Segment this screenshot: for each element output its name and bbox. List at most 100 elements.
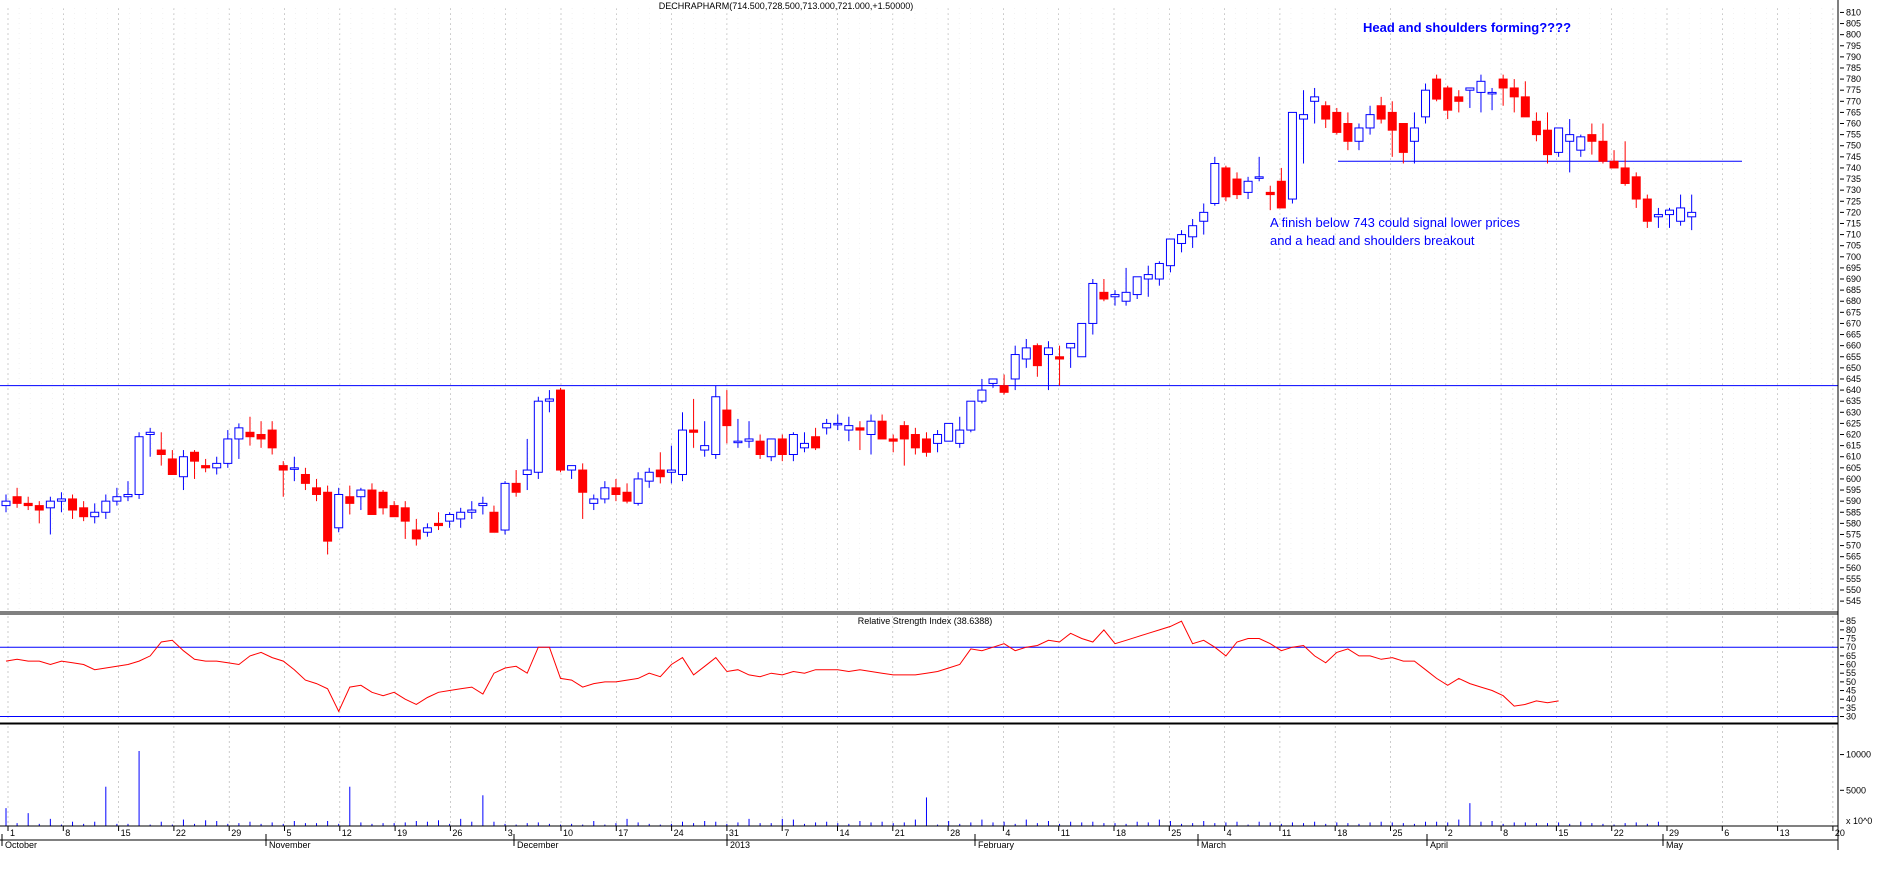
candle-body (755, 440, 765, 456)
volume-y-axis: 5000 10000 x 10^0 (1840, 750, 1872, 826)
candle-body (1676, 207, 1686, 222)
candle (1010, 345, 1020, 391)
candle (1221, 165, 1231, 202)
x-tick-label: 11 (1061, 828, 1070, 838)
rsi-horizontal-levels (0, 646, 1838, 718)
candle (655, 452, 665, 484)
candle-body (256, 434, 266, 440)
candle (1066, 342, 1076, 368)
candle-body (23, 502, 33, 507)
candle (766, 438, 776, 462)
rsi-y-tick-label: 75 (1846, 634, 1856, 644)
candle-body (1531, 120, 1541, 136)
candle (578, 463, 588, 519)
candle-body (79, 507, 89, 518)
candle (1498, 74, 1508, 106)
candle (1487, 87, 1497, 111)
x-tick-label: 15 (121, 828, 131, 838)
candle (190, 450, 200, 479)
candle-body (1121, 291, 1131, 302)
rsi-y-tick-label: 55 (1846, 668, 1856, 678)
candle (644, 467, 654, 488)
candle-body (1620, 167, 1630, 184)
candle-body (267, 429, 277, 449)
month-label: March (1201, 840, 1226, 850)
candle-body (1476, 80, 1486, 93)
rsi-y-tick-label: 30 (1846, 712, 1856, 722)
candle-body (777, 438, 787, 456)
candle (888, 434, 898, 453)
x-tick-label: 5 (287, 828, 292, 838)
annotation-head-shoulders: Head and shoulders forming???? (1363, 20, 1571, 35)
candle (1177, 230, 1187, 253)
candle (145, 427, 155, 457)
candle (589, 494, 599, 511)
candle (1398, 123, 1408, 164)
price-y-tick-label: 670 (1846, 318, 1861, 328)
candle (1387, 101, 1397, 157)
candle-body (1443, 87, 1453, 111)
x-tick-label: 18 (1116, 828, 1126, 838)
candle-body (556, 389, 565, 471)
rsi-series-line (5, 620, 1559, 713)
candle (977, 378, 987, 404)
price-y-axis: 5455505555605655705755805855905956006056… (1840, 7, 1861, 606)
candlestick-series (1, 74, 1697, 555)
price-y-tick-label: 750 (1846, 141, 1861, 151)
candle-body (1376, 105, 1386, 120)
candle (1653, 207, 1663, 228)
candle (910, 427, 920, 455)
candle (223, 430, 233, 468)
candle-body (356, 489, 366, 498)
price-y-tick-label: 560 (1846, 563, 1861, 573)
price-y-tick-label: 755 (1846, 130, 1861, 140)
candle (611, 478, 621, 502)
candle (1531, 112, 1541, 142)
candle (1576, 134, 1586, 157)
price-y-tick-label: 735 (1846, 174, 1861, 184)
candle (1043, 341, 1053, 391)
candle-body (1432, 78, 1442, 100)
price-y-tick-label: 700 (1846, 252, 1861, 262)
price-y-tick-label: 555 (1846, 574, 1861, 584)
candle-body (977, 389, 987, 402)
candle-body (866, 420, 876, 436)
candle (689, 398, 699, 448)
candle (34, 501, 44, 524)
candle-body (1154, 262, 1164, 280)
price-y-tick-label: 760 (1846, 119, 1861, 129)
rsi-y-tick-label: 60 (1846, 660, 1856, 670)
rsi-y-tick-label: 40 (1846, 694, 1856, 704)
x-tick-label: 7 (784, 828, 789, 838)
candle-body (1210, 162, 1220, 204)
candle (567, 465, 577, 479)
candle-body (921, 438, 931, 453)
price-y-tick-label: 715 (1846, 218, 1861, 228)
candle-body (1066, 342, 1076, 349)
candle-body (899, 425, 909, 440)
candle-body (378, 491, 388, 509)
price-y-tick-label: 575 (1846, 529, 1861, 539)
candle-body (766, 438, 776, 458)
candle (1110, 290, 1120, 306)
candle (1021, 338, 1031, 368)
candle (1143, 265, 1153, 297)
x-tick-label: 6 (1724, 828, 1729, 838)
candle (822, 418, 832, 435)
candle (1421, 83, 1431, 124)
candle (711, 385, 721, 459)
candle (1598, 123, 1608, 164)
candle (1609, 150, 1619, 169)
candle (1454, 90, 1464, 113)
candle-body (56, 498, 66, 502)
rsi-y-tick-label: 50 (1846, 677, 1856, 687)
candle-body (34, 505, 44, 511)
candle (1321, 101, 1331, 128)
candle-body (1409, 127, 1419, 142)
x-tick-label: 28 (950, 828, 960, 838)
x-tick-label: 8 (1503, 828, 1508, 838)
price-y-tick-label: 655 (1846, 352, 1861, 362)
candle (367, 483, 377, 515)
candle-body (877, 420, 887, 440)
